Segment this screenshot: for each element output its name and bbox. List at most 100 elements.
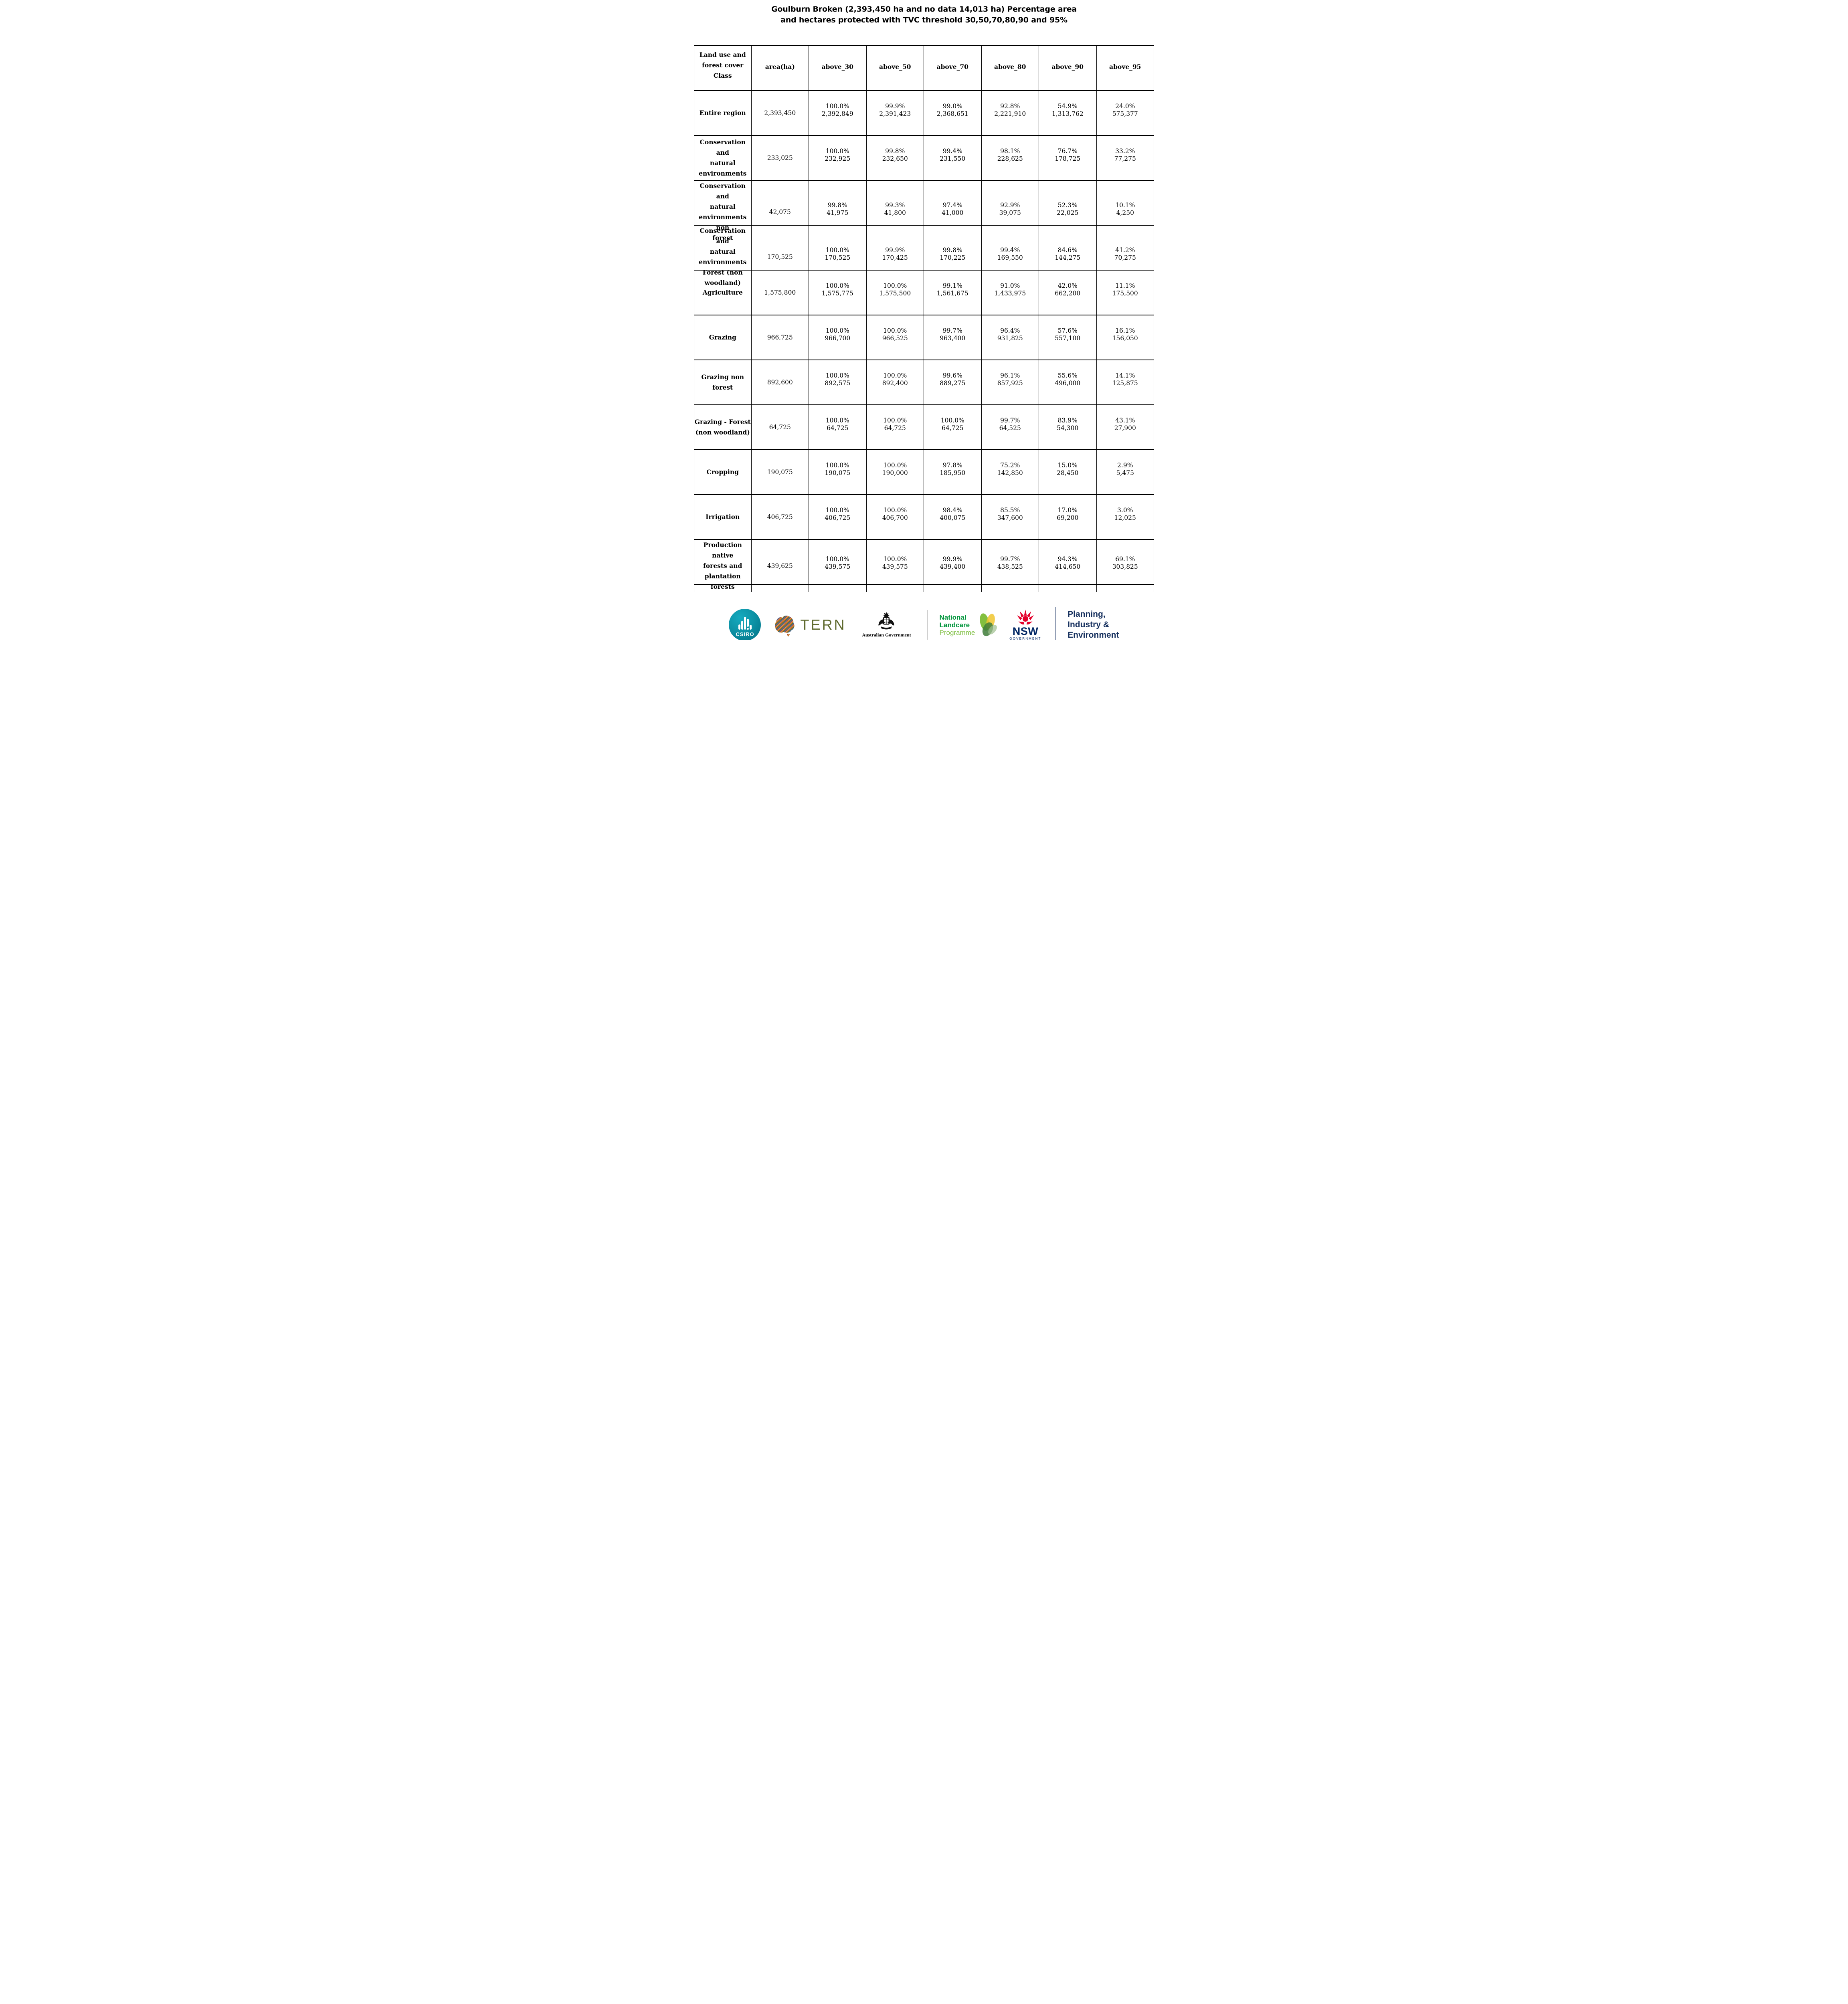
dpie-line2: Industry &	[1068, 620, 1109, 629]
header-above-70: above_70	[924, 46, 982, 90]
ha-value: 64,725	[884, 424, 906, 432]
nsw-wordmark: NSW	[1012, 625, 1039, 637]
pct-value: 100.0%	[825, 327, 849, 334]
tern-logo: TERN	[771, 612, 846, 637]
pct-value: 17.0%	[1057, 507, 1078, 514]
cell-above-90: 76.7% 178,725	[1039, 136, 1097, 180]
pct-value: 100.0%	[883, 507, 907, 514]
pct-value: 100.0%	[883, 417, 907, 424]
ha-value: 1,433,975	[994, 290, 1026, 297]
area-value: 233,025	[767, 154, 793, 162]
ha-value: 931,825	[997, 335, 1023, 342]
cell-above-30: 100.0% 232,925	[809, 136, 867, 180]
dpie-wordmark: Planning, Industry & Environment	[1068, 609, 1119, 640]
cell-above-70: 99.4% 231,550	[924, 136, 982, 180]
ha-value: 22,025	[1057, 209, 1079, 216]
csiro-soundwave-icon	[738, 614, 752, 630]
pct-value: 75.2%	[1000, 462, 1020, 469]
header-area-ha: area(ha)	[752, 46, 809, 90]
cell-above-30: 100.0% 966,700	[809, 315, 867, 360]
cell-above-30: 99.8% 41,975	[809, 181, 867, 243]
australian-government-wordmark: Australian Government	[862, 632, 911, 638]
cell-above-80: 96.4% 931,825	[982, 315, 1039, 360]
cell-above-90: 55.6% 496,000	[1039, 360, 1097, 404]
ha-value: 2,392,849	[821, 110, 853, 117]
ha-value: 64,725	[942, 424, 964, 432]
table-row: Conservation and natural environments 23…	[694, 136, 1154, 181]
nsw-government-label: GOVERNMENT	[1009, 637, 1041, 640]
ha-value: 889,275	[940, 380, 966, 387]
australia-map-icon	[775, 615, 795, 637]
ha-value: 406,700	[882, 514, 908, 521]
ha-value: 1,313,762	[1051, 110, 1084, 117]
cell-above-50: 100.0% 190,000	[867, 450, 924, 494]
page-title: Goulburn Broken (2,393,450 ha and no dat…	[693, 4, 1155, 26]
cell-above-70: 99.1% 1,561,675	[924, 271, 982, 315]
cell-above-50: 100.0% 892,400	[867, 360, 924, 404]
header-land-use-class: Land use and forest cover Class	[694, 46, 752, 90]
cell-above-70: 99.9% 439,400	[924, 540, 982, 592]
pct-value: 54.9%	[1057, 103, 1078, 110]
row-label: Production native forests and plantation…	[694, 540, 752, 592]
row-label: Conservation and natural environments no…	[694, 181, 752, 243]
cell-above-80: 85.5% 347,600	[982, 495, 1039, 539]
cell-above-80: 92.9% 39,075	[982, 181, 1039, 243]
area-value: 2,393,450	[764, 109, 796, 117]
cell-above-95: 10.1% 4,250	[1097, 181, 1154, 243]
cell-above-80: 96.1% 857,925	[982, 360, 1039, 404]
ha-value: 142,850	[997, 469, 1023, 477]
ha-value: 2,221,910	[994, 110, 1026, 117]
cell-above-30: 100.0% 439,575	[809, 540, 867, 592]
csiro-wordmark: CSIRO	[736, 631, 754, 637]
row-label: Conservation and natural environments	[694, 136, 752, 180]
ha-value: 966,700	[825, 335, 851, 342]
pct-value: 99.4%	[1000, 246, 1020, 254]
pct-value: 98.1%	[1000, 147, 1020, 155]
pct-value: 99.3%	[885, 202, 905, 209]
ha-value: 27,900	[1114, 424, 1136, 432]
cell-above-70: 99.7% 963,400	[924, 315, 982, 360]
table-header-row: Land use and forest cover Class area(ha)…	[694, 46, 1154, 91]
pct-value: 85.5%	[1000, 507, 1020, 514]
landcare-logo: National Landcare Programme	[939, 612, 999, 638]
header-above-80: above_80	[982, 46, 1039, 90]
ha-value: 2,368,651	[936, 110, 968, 117]
ha-value: 892,400	[882, 380, 908, 387]
dpie-line3: Environment	[1068, 630, 1119, 640]
cell-above-30: 100.0% 406,725	[809, 495, 867, 539]
ha-value: 144,275	[1055, 254, 1081, 261]
table-row: Grazing 966,725 100.0% 966,700 100.0% 966,…	[694, 315, 1154, 360]
pct-value: 99.6%	[942, 372, 962, 379]
header-above-50: above_50	[867, 46, 924, 90]
ha-value: 439,575	[882, 563, 908, 570]
cell-above-30: 100.0% 892,575	[809, 360, 867, 404]
pct-value: 100.0%	[825, 556, 849, 563]
area-value: 966,725	[767, 334, 793, 341]
cell-above-95: 33.2% 77,275	[1097, 136, 1154, 180]
dpie-line1: Planning,	[1068, 610, 1106, 619]
pct-value: 100.0%	[883, 556, 907, 563]
landcare-line1: National	[939, 613, 966, 621]
cell-above-50: 99.3% 41,800	[867, 181, 924, 243]
pct-value: 99.9%	[885, 103, 905, 110]
cell-above-95: 69.1% 303,825	[1097, 540, 1154, 592]
landcare-line3: Programme	[939, 628, 975, 636]
pct-value: 14.1%	[1115, 372, 1135, 379]
page-title-line2: and hectares protected with TVC threshol…	[780, 16, 1068, 24]
cell-above-70: 98.4% 400,075	[924, 495, 982, 539]
ha-value: 966,525	[882, 335, 908, 342]
ha-value: 400,075	[940, 514, 966, 521]
ha-value: 169,550	[997, 254, 1023, 261]
table-row: Grazing - Forest (non woodland) 64,725 1…	[694, 405, 1154, 450]
area-value-cell: 64,725	[752, 405, 809, 449]
ha-value: 232,650	[882, 155, 908, 162]
cell-above-95: 3.0% 12,025	[1097, 495, 1154, 539]
area-value: 1,575,800	[764, 289, 796, 296]
pct-value: 100.0%	[883, 372, 907, 379]
cell-above-90: 17.0% 69,200	[1039, 495, 1097, 539]
landcare-line2: Landcare	[939, 621, 970, 629]
pct-value: 100.0%	[825, 282, 849, 289]
area-value: 406,725	[767, 513, 793, 521]
ha-value: 170,425	[882, 254, 908, 261]
leaf-swirl-icon	[980, 613, 997, 636]
